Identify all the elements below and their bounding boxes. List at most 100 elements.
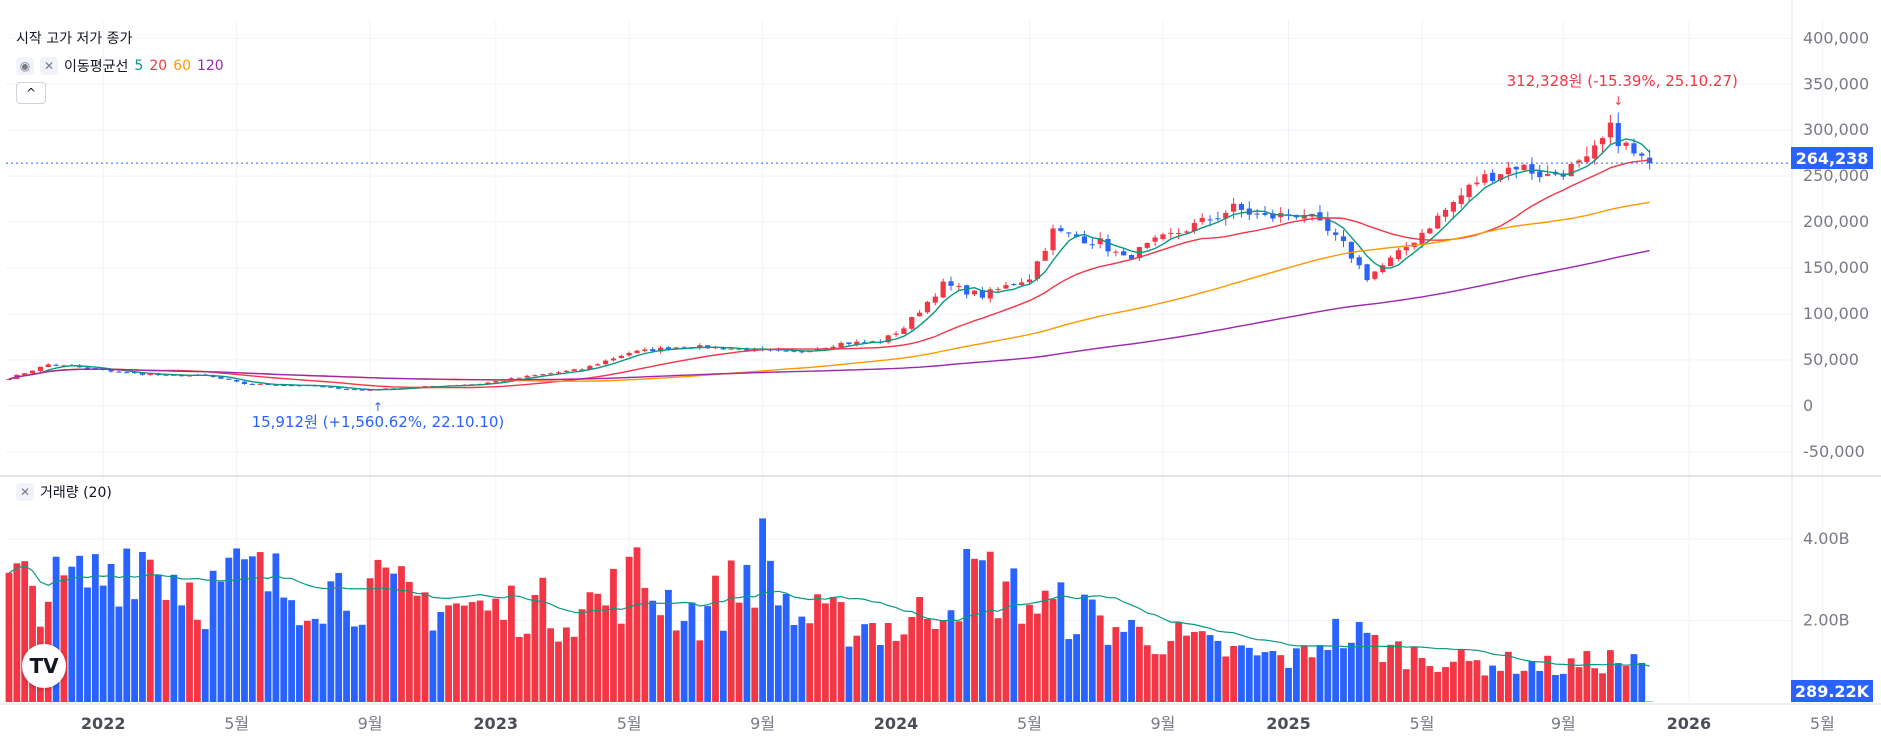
- volume-bar: [932, 629, 939, 702]
- current-price-tag: 264,238: [1791, 147, 1873, 169]
- price-axis-tick-label: 350,000: [1803, 74, 1869, 93]
- candle-body: [564, 371, 569, 372]
- time-axis-tick-label: 2022: [81, 714, 126, 733]
- candle-body: [729, 349, 734, 350]
- volume-bar: [641, 588, 648, 702]
- volume-bar: [484, 611, 491, 702]
- candle-body: [1082, 236, 1087, 243]
- candle-body: [493, 381, 498, 382]
- volume-bar: [1497, 671, 1504, 702]
- volume-bar: [767, 561, 774, 702]
- volume-bar: [327, 581, 334, 702]
- high-price-annotation: 312,328원 (-15.39%, 25.10.27): [1507, 72, 1738, 90]
- volume-bar: [830, 597, 837, 702]
- collapse-legend-button[interactable]: ^: [16, 82, 46, 104]
- ohlc-label: 시작 고가 저가 종가: [16, 31, 132, 47]
- candle-body: [1506, 168, 1511, 174]
- eye-off-icon[interactable]: ◉: [16, 57, 34, 75]
- volume-bar: [806, 623, 813, 702]
- candle-body: [1584, 156, 1589, 162]
- volume-bar: [100, 586, 107, 702]
- current-price-value: 264,238: [1796, 149, 1869, 168]
- candle-body: [627, 353, 632, 356]
- candle-body: [258, 384, 263, 385]
- volume-bar: [563, 627, 570, 702]
- volume-bar: [885, 623, 892, 702]
- candle-body: [30, 371, 35, 374]
- volume-bar: [1175, 622, 1182, 702]
- candle-body: [988, 289, 993, 298]
- candle-body: [831, 347, 836, 349]
- ma-line-120: [9, 251, 1650, 380]
- volume-bar: [500, 620, 507, 702]
- close-icon[interactable]: ✕: [16, 483, 34, 501]
- ma-period-120: 120: [197, 58, 224, 74]
- volume-bar: [1144, 645, 1151, 702]
- volume-bar: [147, 560, 154, 702]
- volume-bar: [1003, 582, 1010, 702]
- candle-body: [85, 368, 90, 369]
- candle-body: [1341, 236, 1346, 241]
- volume-bar: [963, 549, 970, 702]
- candle-body: [1419, 233, 1424, 244]
- candle-body: [619, 356, 624, 358]
- volume-bar: [555, 642, 562, 702]
- volume-bar: [233, 548, 240, 702]
- volume-bar: [1105, 645, 1112, 702]
- candle-body: [572, 369, 577, 371]
- price-axis-tick-label: -50,000: [1803, 442, 1865, 461]
- volume-bar: [1474, 660, 1481, 702]
- volume-bar: [838, 602, 845, 702]
- volume-bar: [1450, 662, 1457, 702]
- tradingview-logo-icon[interactable]: TV: [22, 644, 66, 688]
- up-arrow-icon: ↑: [373, 400, 383, 414]
- candle-body: [1631, 143, 1636, 153]
- volume-bar: [649, 601, 656, 702]
- time-axis-tick-label: 2025: [1266, 714, 1311, 733]
- volume-bar: [1458, 649, 1465, 702]
- volume-bar: [775, 605, 782, 702]
- candle-body: [1113, 252, 1118, 253]
- candle-body: [556, 372, 561, 373]
- volume-bar: [61, 575, 68, 702]
- time-axis-tick-label: 5월: [1410, 714, 1435, 733]
- candle-body: [1168, 233, 1173, 234]
- volume-bar: [477, 601, 484, 702]
- volume-bar: [924, 619, 931, 702]
- close-icon[interactable]: ✕: [40, 57, 58, 75]
- volume-bar: [84, 587, 91, 702]
- ma-period-60: 60: [173, 58, 191, 74]
- volume-bar: [210, 571, 217, 702]
- candle-body: [1388, 258, 1393, 266]
- volume-bar: [390, 574, 397, 702]
- candle-body: [1255, 214, 1260, 215]
- candle-body: [1176, 233, 1181, 234]
- volume-bar: [170, 575, 177, 702]
- volume-bar: [1419, 658, 1426, 702]
- volume-bar: [1120, 632, 1127, 702]
- candle-body: [242, 382, 247, 384]
- volume-bar: [1230, 646, 1237, 702]
- volume-bar: [398, 566, 405, 702]
- candle-body: [517, 378, 522, 379]
- candle-body: [250, 384, 255, 385]
- candle-body: [1482, 174, 1487, 183]
- candle-body: [1639, 154, 1644, 156]
- candle-body: [1608, 123, 1613, 138]
- ma-legend-label: 이동평균선: [64, 56, 128, 76]
- volume-bar: [1324, 650, 1331, 702]
- price-axis-tick-label: 250,000: [1803, 166, 1869, 185]
- volume-bar: [131, 599, 138, 702]
- volume-bar: [508, 586, 515, 702]
- price-axis-tick-label: 200,000: [1803, 212, 1869, 231]
- candle-body: [893, 334, 898, 335]
- chevron-up-icon: ^: [26, 86, 36, 100]
- volume-bar: [335, 573, 342, 702]
- candle-body: [1019, 282, 1024, 285]
- volume-bar: [1426, 666, 1433, 702]
- volume-bar: [869, 623, 876, 702]
- volume-bar: [1010, 568, 1017, 702]
- candle-body: [1011, 284, 1016, 285]
